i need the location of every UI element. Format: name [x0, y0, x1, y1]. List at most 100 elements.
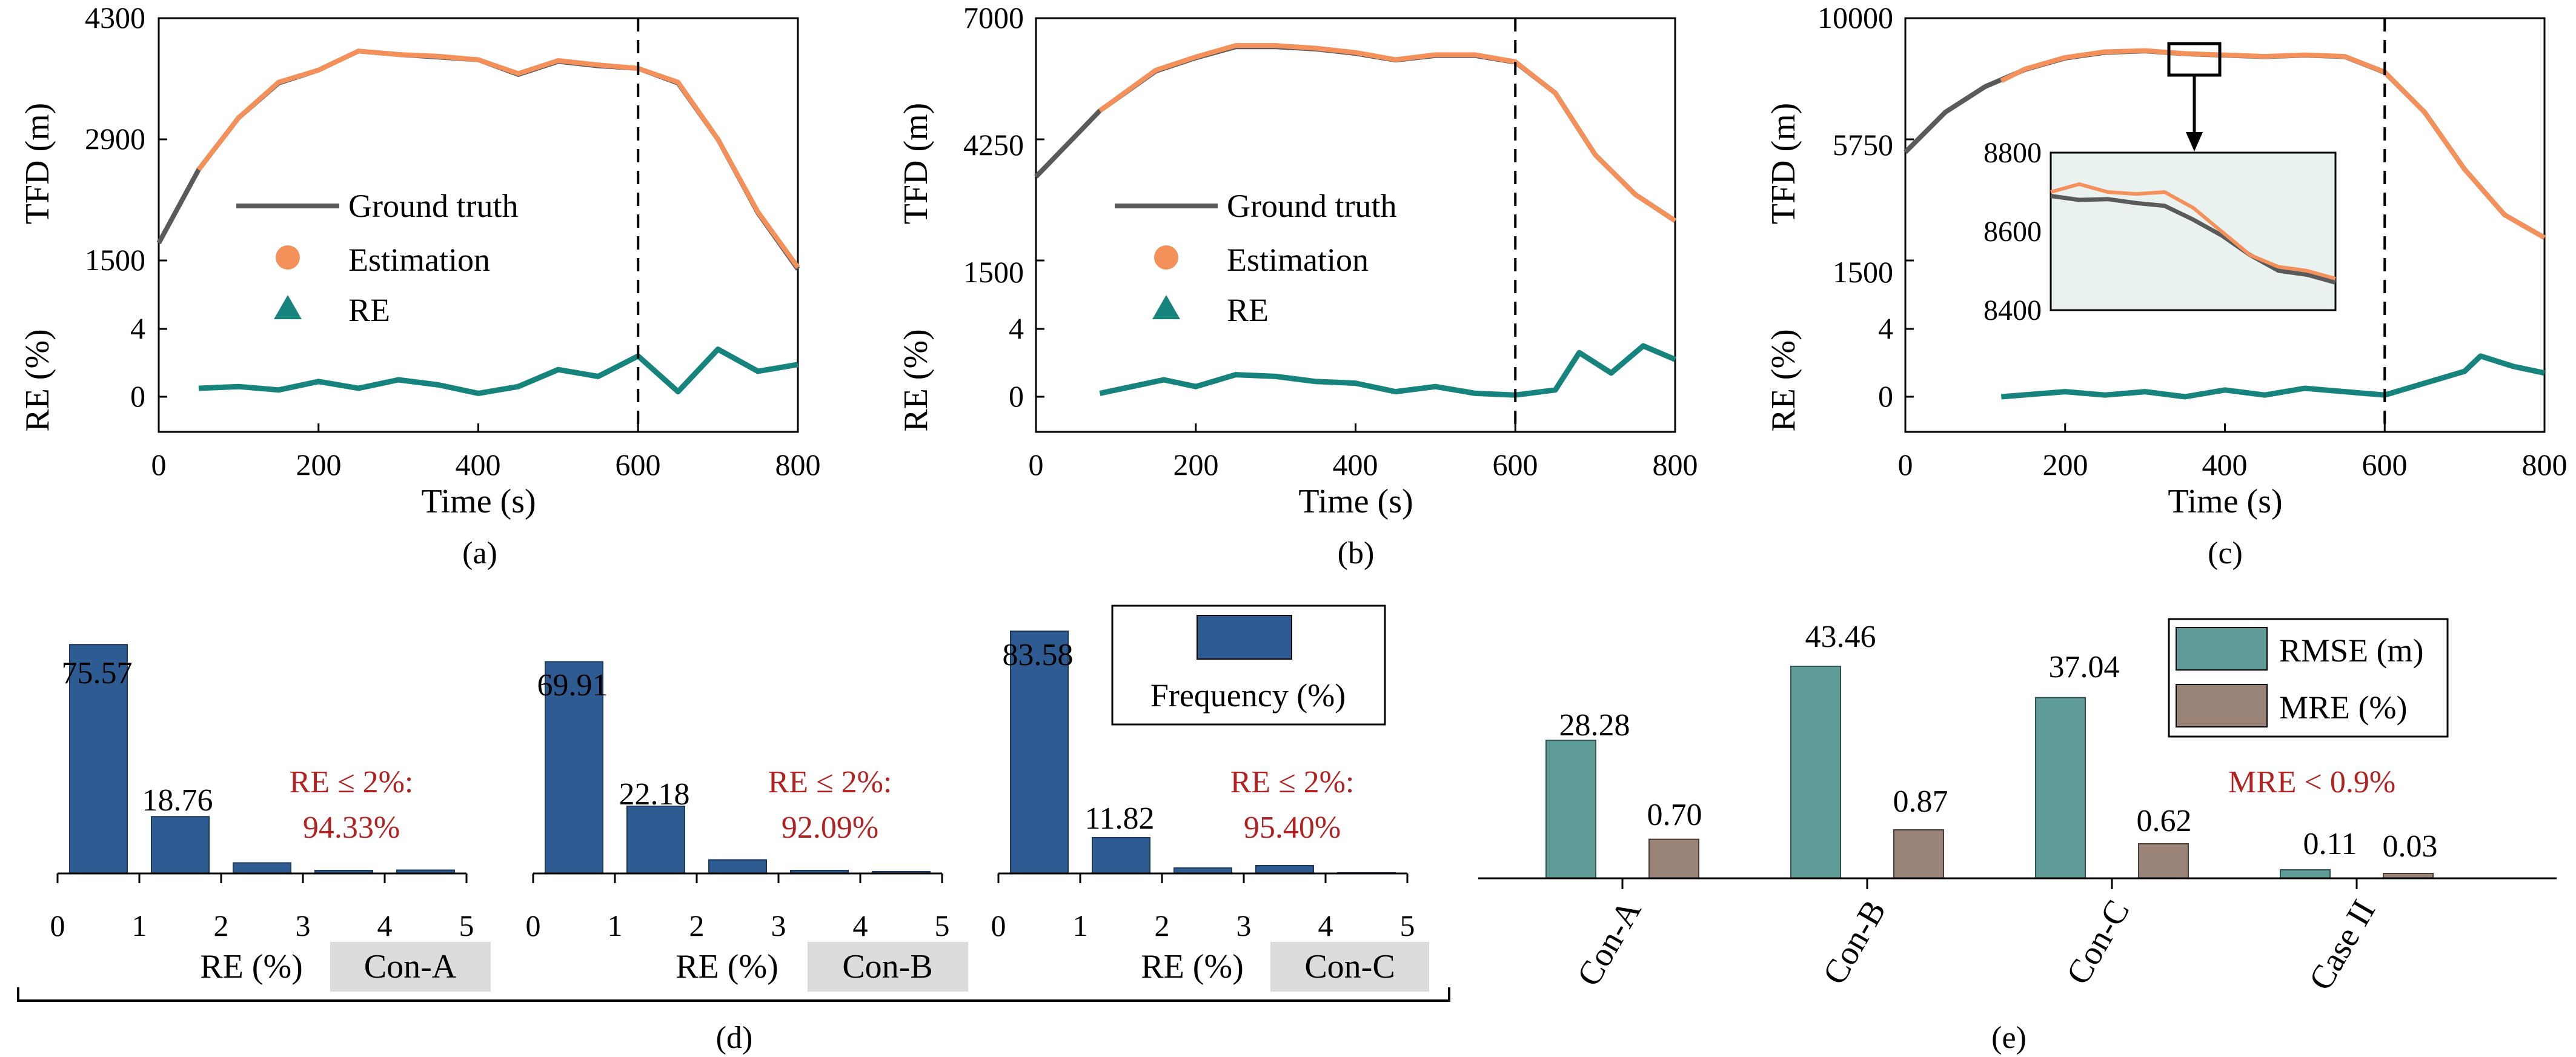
panel-c: 10000 5750 1500 4 0 0 200 400 600 800 Ti…	[1765, 1, 2568, 571]
x-tick-label: 3	[296, 909, 311, 943]
group-bracket	[17, 987, 1450, 1002]
x-axis-title: RE (%)	[676, 948, 778, 986]
re-series	[198, 346, 798, 396]
category-label: Con-B	[1816, 894, 1893, 991]
bar-value-label: 43.46	[1805, 620, 1876, 654]
legend-label: RE	[348, 292, 390, 328]
x-axis-title: Time (s)	[2168, 483, 2282, 520]
inset-y-tick-label: 8400	[1983, 294, 2042, 326]
legend-label: Ground truth	[1227, 188, 1396, 224]
y-tick-label: 1500	[85, 243, 145, 277]
bar-value-label: 69.91	[537, 668, 608, 703]
threshold-note: RE ≤ 2%:	[1230, 765, 1355, 800]
mre-bar	[1893, 829, 1944, 879]
bar-value-label: 0.70	[1647, 798, 1702, 832]
x-tick-label: 1	[132, 909, 147, 943]
y-axis-title-bottom: RE (%)	[1765, 329, 1802, 432]
panel-label: (e)	[1991, 1021, 2027, 1055]
y-tick-label: 10000	[1817, 1, 1893, 35]
x-tick-label: 4	[377, 909, 393, 943]
panel-label: (c)	[2208, 536, 2243, 571]
frequency-bar	[151, 816, 210, 874]
x-tick-label: 0	[50, 909, 65, 943]
y-tick-label: 4300	[85, 1, 145, 35]
bar-value-label: 83.58	[1003, 638, 1074, 672]
y-tick-label: 1500	[1833, 255, 1893, 289]
y-tick-label: 0	[1878, 379, 1893, 413]
x-tick-label: 5	[459, 909, 474, 943]
y-tick-label: 0	[1009, 379, 1024, 413]
re-line	[2000, 353, 2545, 400]
y-axis-title-bottom: RE (%)	[19, 329, 56, 432]
re-series	[2000, 353, 2545, 400]
legend-label: Estimation	[1227, 242, 1369, 278]
x-tick-label: 200	[1173, 448, 1219, 482]
panel-d: 75.57 18.76 RE ≤ 2%: 94.33% 0 1 2 3 4 5 …	[17, 605, 1450, 1055]
mre-note: MRE < 0.9%	[2228, 765, 2395, 800]
inset-frame	[2050, 151, 2337, 311]
y-axis-title-top: TFD (m)	[897, 103, 935, 225]
panel-label: (a)	[462, 536, 497, 571]
condition-tag-bg	[808, 942, 968, 992]
x-tick-label: 1	[1073, 909, 1088, 943]
x-tick-label: 0	[151, 448, 167, 482]
x-tick-label: 200	[2043, 448, 2088, 482]
panel-label: (b)	[1338, 536, 1375, 571]
frequency-bar	[545, 661, 603, 874]
re-line	[1099, 343, 1676, 398]
rmse-bar	[2035, 697, 2086, 880]
estimation-series	[196, 48, 800, 269]
x-tick-label: 400	[456, 448, 501, 482]
tick-marks	[1904, 17, 2546, 432]
ground-truth-series	[156, 48, 800, 271]
tick-marks	[158, 17, 799, 432]
x-tick-label: 5	[935, 909, 950, 943]
y-tick-label: 4	[130, 311, 145, 345]
x-tick-label: 200	[296, 448, 342, 482]
threshold-note: RE ≤ 2%:	[290, 765, 414, 800]
inset-series	[2050, 182, 2336, 285]
bar-value-label: 28.28	[1559, 708, 1630, 743]
estimation-series	[1098, 43, 1677, 223]
x-tick-label: 600	[1493, 448, 1538, 482]
condition-tag-bg	[330, 942, 491, 992]
bar-value-label: 0.11	[2303, 827, 2357, 861]
condition-tag: Con-C	[1304, 948, 1395, 986]
frequency-bar	[626, 806, 685, 874]
y-tick-label: 4	[1009, 311, 1024, 345]
panel-b: 7000 4250 1500 4 0 0 200 400 600 800 Tim…	[897, 1, 1698, 571]
x-tick-label: 3	[1237, 909, 1252, 943]
x-tick-label: 800	[775, 448, 821, 482]
y-tick-label: 4	[1878, 311, 1893, 345]
x-tick-label: 400	[1333, 448, 1378, 482]
rmse-bar	[1790, 666, 1841, 879]
frequency-bar	[1010, 631, 1069, 874]
y-axis-title-top: TFD (m)	[1765, 103, 1802, 225]
y-axis-title-top: TFD (m)	[19, 103, 56, 225]
legend-label: Frequency (%)	[1150, 677, 1346, 714]
frequency-bar	[708, 859, 767, 874]
legend-box	[2168, 618, 2449, 738]
frequency-bar	[69, 644, 128, 875]
estimation-line	[2000, 48, 2546, 240]
x-tick-label: 0	[1029, 448, 1044, 482]
y-tick-label: 1500	[963, 255, 1024, 289]
y-axis-title-bottom: RE (%)	[897, 329, 935, 432]
re-series	[1099, 343, 1676, 398]
threshold-note: 92.09%	[782, 810, 878, 845]
frequency-bar	[1092, 837, 1150, 875]
threshold-note: 94.33%	[303, 810, 400, 845]
estimation-line	[196, 48, 800, 269]
legend-re-marker	[274, 295, 302, 319]
threshold-note: 95.40%	[1244, 810, 1341, 845]
legend-label: MRE (%)	[2279, 689, 2407, 726]
re-line	[198, 346, 798, 396]
x-tick-label: 800	[2522, 448, 2568, 482]
panel-e: 28.28 0.70 43.46 0.87 37.04 0.62 0.11 0.…	[1478, 618, 2557, 1055]
x-tick-label: 2	[214, 909, 229, 943]
tick-marks	[1621, 878, 2358, 889]
bar-value-label: 0.87	[1893, 784, 1948, 819]
estimation-line	[1098, 43, 1677, 223]
x-tick-label: 600	[616, 448, 661, 482]
